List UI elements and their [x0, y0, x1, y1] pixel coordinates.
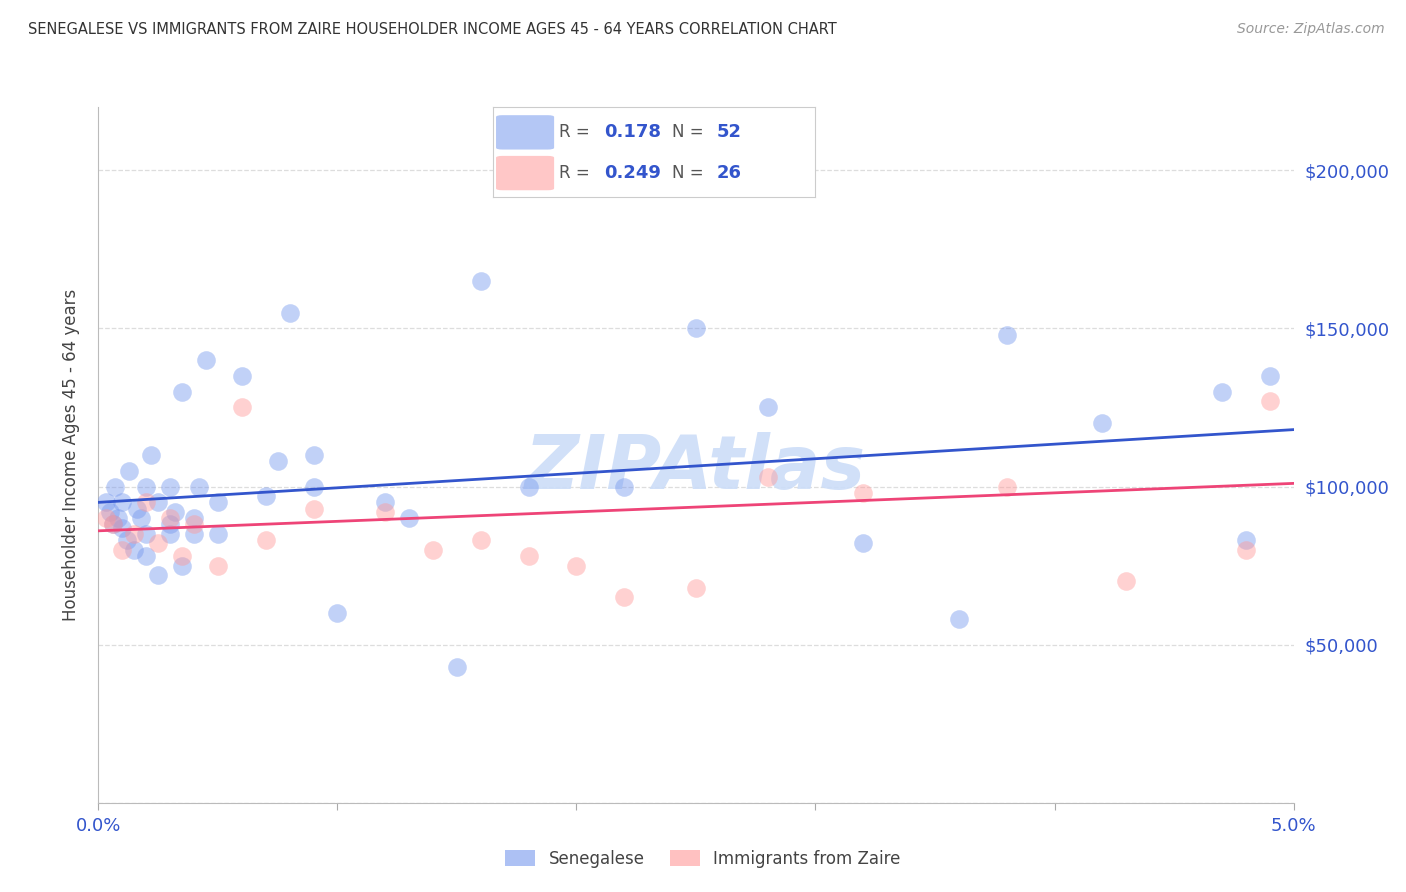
Point	[613, 479, 636, 493]
Point	[852, 536, 875, 550]
Point	[124, 527, 146, 541]
Point	[101, 517, 124, 532]
Point	[111, 495, 134, 509]
Point	[685, 321, 707, 335]
Point	[326, 606, 349, 620]
Point	[398, 511, 420, 525]
Point	[1211, 384, 1233, 399]
Point	[302, 479, 325, 493]
Point	[756, 401, 779, 415]
Point	[139, 448, 162, 462]
Point	[374, 495, 396, 509]
Point	[948, 612, 970, 626]
Point	[183, 517, 205, 532]
Point	[1258, 368, 1281, 383]
Point	[118, 464, 141, 478]
Text: Source: ZipAtlas.com: Source: ZipAtlas.com	[1237, 22, 1385, 37]
Point	[207, 495, 229, 509]
Point	[135, 495, 157, 509]
Point	[100, 505, 122, 519]
Point	[163, 505, 186, 519]
Point	[278, 305, 301, 319]
Point	[148, 495, 170, 509]
Point	[422, 542, 444, 557]
Point	[195, 353, 218, 368]
Point	[183, 511, 205, 525]
Point	[254, 533, 277, 548]
Point	[94, 511, 117, 525]
Point	[125, 501, 148, 516]
Point	[446, 660, 468, 674]
Point	[613, 591, 636, 605]
Point	[756, 470, 779, 484]
Point	[172, 549, 194, 563]
Point	[111, 521, 134, 535]
Point	[187, 479, 209, 493]
Point	[135, 479, 157, 493]
Text: ZIPAtlas: ZIPAtlas	[526, 433, 866, 506]
Point	[1115, 574, 1137, 589]
Point	[159, 511, 181, 525]
Point	[995, 479, 1018, 493]
Point	[172, 384, 194, 399]
Point	[302, 448, 325, 462]
Point	[231, 401, 253, 415]
Text: SENEGALESE VS IMMIGRANTS FROM ZAIRE HOUSEHOLDER INCOME AGES 45 - 64 YEARS CORREL: SENEGALESE VS IMMIGRANTS FROM ZAIRE HOUS…	[28, 22, 837, 37]
Point	[111, 542, 134, 557]
Point	[135, 549, 157, 563]
Point	[148, 568, 170, 582]
Point	[517, 549, 540, 563]
Point	[470, 274, 492, 288]
Point	[231, 368, 253, 383]
Point	[852, 486, 875, 500]
Point	[104, 479, 127, 493]
Point	[302, 501, 325, 516]
Point	[267, 454, 290, 468]
Point	[101, 517, 124, 532]
Point	[159, 517, 181, 532]
Point	[1258, 394, 1281, 409]
Point	[1091, 417, 1114, 431]
Point	[207, 527, 229, 541]
Point	[107, 511, 129, 525]
Point	[159, 527, 181, 541]
Point	[995, 327, 1018, 342]
Point	[135, 527, 157, 541]
Point	[374, 505, 396, 519]
Point	[470, 533, 492, 548]
Point	[172, 558, 194, 573]
Point	[254, 489, 277, 503]
Point	[183, 527, 205, 541]
Point	[207, 558, 229, 573]
Point	[131, 511, 153, 525]
Point	[1234, 533, 1257, 548]
Point	[148, 536, 170, 550]
Point	[159, 479, 181, 493]
Y-axis label: Householder Income Ages 45 - 64 years: Householder Income Ages 45 - 64 years	[62, 289, 80, 621]
Point	[685, 581, 707, 595]
Legend: Senegalese, Immigrants from Zaire: Senegalese, Immigrants from Zaire	[499, 844, 907, 875]
Point	[517, 479, 540, 493]
Point	[94, 495, 117, 509]
Point	[1234, 542, 1257, 557]
Point	[115, 533, 138, 548]
Point	[565, 558, 588, 573]
Point	[124, 542, 146, 557]
